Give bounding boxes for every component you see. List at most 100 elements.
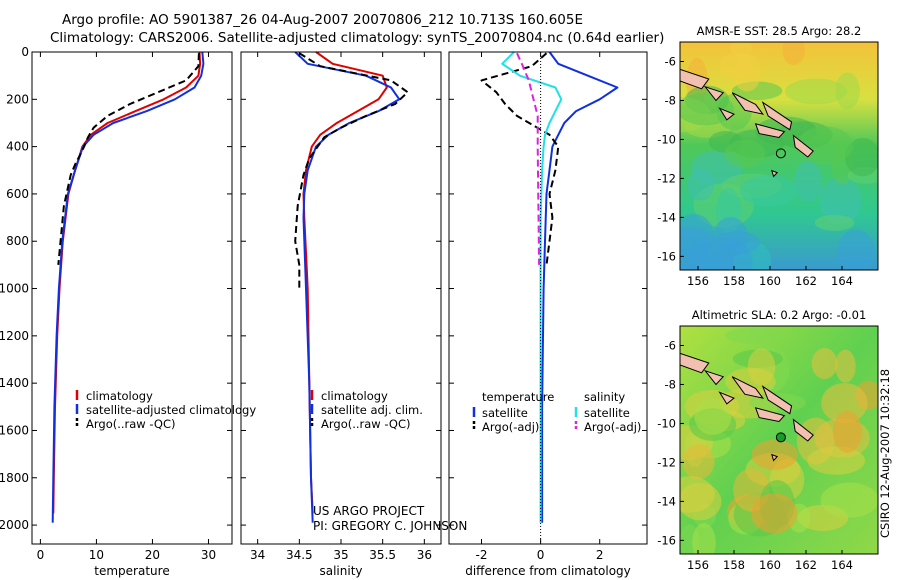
field-blotch [845,137,878,177]
project-label: US ARGO PROJECT [313,504,425,518]
island-shape [761,385,793,415]
figure-title-line2: Climatology: CARS2006. Satellite-adjuste… [50,30,665,46]
argo-location-marker [775,148,786,159]
map-frame [679,41,879,271]
field-blotch [692,523,716,554]
x-tick-label: 10 [89,548,104,562]
plot-frame [448,51,648,545]
x-tick-label: 34.5 [286,548,313,562]
x-tick-label: 0 [37,548,45,562]
profile-panels: 0 10 20 30020040060080010001200140016001800… [0,45,648,578]
field-blotch [739,174,798,207]
field-blotch [835,72,860,110]
y-tick-label: 1200 [0,329,29,343]
y-tick-label: 600 [6,187,29,201]
x-tick-label: 164 [831,274,853,288]
island-shape [792,418,814,442]
legend-label: climatology [86,389,153,403]
island-shape [703,369,725,386]
field-blotch [694,398,732,436]
field-blotch [796,126,854,164]
x-tick-label: 20 [145,548,160,562]
argo-location-marker [775,432,786,443]
x-tick-label: 158 [723,274,745,288]
field-blotch [807,446,866,475]
y-tick-label: 200 [6,92,29,106]
map-title: AMSR-E SST: 28.5 Argo: 28.2 [697,24,862,38]
series-line-3-2 [480,52,560,266]
field-blotch [835,349,856,383]
map-frame [679,325,879,555]
field-blotch [730,42,752,57]
y-tick-label: 400 [6,140,29,154]
legend-heading: temperature [482,390,554,404]
x-tick-label: 160 [759,274,781,288]
island-shape [731,376,764,399]
island-shape [761,101,793,131]
y-tick-label: -16 [657,249,676,263]
field-blotch [680,476,715,513]
island-shape [680,68,710,90]
series-line-2-1 [302,51,388,514]
y-tick-label: -8 [665,93,676,107]
island-shape [718,107,735,121]
field-blotch [837,229,875,270]
series-line-3-1 [541,51,619,523]
island-shape [771,453,779,462]
x-tick-label: 158 [723,558,745,572]
plot-frame [240,51,442,545]
field-blotch [819,177,862,225]
y-tick-label: 1000 [0,282,29,296]
y-tick-label: 800 [6,234,29,248]
series-line-3-4 [516,52,541,265]
x-tick-label: 162 [795,274,817,288]
series-line-3-3 [501,51,563,523]
profile-panel-3: -2 0 2 difference from climatology temperatu… [448,51,648,578]
plot-frame [31,51,233,545]
legend-label: Argo(..raw -QC) [321,417,411,431]
profile-panel-1: 0 10 20 30 0 200 400 600 800 1000 1200 1400 1600 1800… [0,45,256,578]
x-tick-label: 34 [250,548,265,562]
map-panels: AMSR-E SST: 28.5 Argo: 28.2 156 158 160 162 1… [657,24,879,572]
island-shape [703,85,725,102]
legend-label: climatology [321,389,388,403]
y-tick-label: 1400 [0,376,29,390]
y-tick-label: -12 [657,455,676,469]
legend-label: Argo(-adj) [482,420,539,434]
field-blotch [811,347,838,380]
island-shape [680,352,710,374]
field-blotch [680,213,714,258]
legend-label: satellite adj. clim. [321,403,423,417]
map-panel-2: Altimetric SLA: 0.2 Argo: -0.01 156 158 160… [657,308,879,572]
x-axis-label: temperature [94,564,169,578]
map-title: Altimetric SLA: 0.2 Argo: -0.01 [692,308,867,322]
map-content [680,42,878,270]
y-tick-label: 0 [21,45,29,59]
field-blotch [751,439,798,470]
x-tick-label: 164 [831,558,853,572]
legend-label: Argo(-adj) [584,420,641,434]
series-line-1-3 [57,53,200,265]
x-tick-label: 156 [687,274,709,288]
y-tick-label: -14 [657,210,676,224]
field-blotch [682,443,715,480]
x-tick-label: 35 [333,548,348,562]
x-tick-label: 36 [417,548,432,562]
figure-title-line1: Argo profile: AO 5901387_26 04-Aug-2007 … [62,12,584,28]
x-tick-label: 160 [759,558,781,572]
y-tick-label: -10 [657,416,676,430]
legend-label: Argo(..raw -QC) [86,417,176,431]
map-content [680,327,878,554]
field-blotch [687,169,714,201]
y-tick-label: 1800 [0,471,29,485]
y-tick-label: -6 [665,338,676,352]
x-tick-label: 30 [201,548,216,562]
field-blotch [733,53,762,92]
series-line-1-1 [52,51,202,514]
legend-heading: salinity [584,390,625,404]
timestamp-label: CSIRO 12-Aug-2007 10:32:18 [878,368,892,538]
series-line-2-3 [294,52,409,289]
y-tick-label: -8 [665,377,676,391]
x-tick-label: 35.5 [369,548,396,562]
